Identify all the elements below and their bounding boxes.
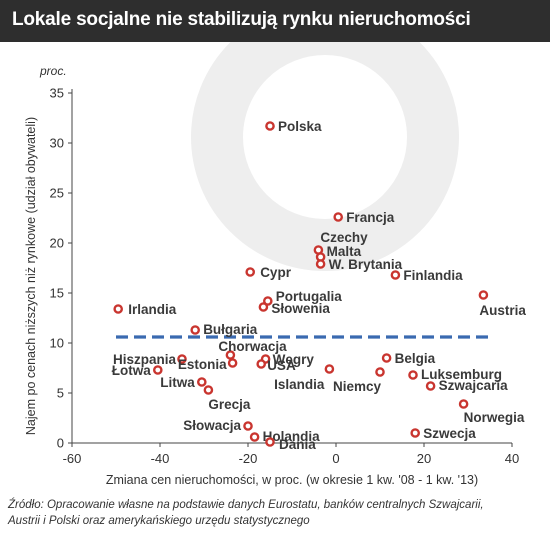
watermark-logo	[191, 42, 459, 271]
point-label-hiszpania: Hiszpania	[113, 352, 177, 367]
point-marker-estonia	[227, 358, 238, 368]
source-line-1: Źródło: Opracowanie własne na podstawie …	[8, 499, 484, 511]
point-marker-szwecja	[410, 428, 421, 438]
point-label-malta: Malta	[327, 244, 362, 259]
point-marker-słowenia	[258, 302, 269, 312]
point-marker-grecja	[203, 385, 214, 395]
point-marker-w-brytania	[315, 259, 326, 269]
point-marker-chorwacja	[225, 350, 236, 360]
point-label-islandia: Islandia	[274, 377, 325, 392]
point-label-łotwa: Łotwa	[112, 363, 151, 378]
point-label-luksemburg: Luksemburg	[421, 367, 502, 382]
point-label-portugalia: Portugalia	[276, 289, 343, 304]
point-marker-niemcy	[375, 367, 385, 377]
y-tick-label: 20	[50, 236, 64, 251]
point-marker-szwajcaria	[425, 381, 436, 391]
y-tick-label: 35	[50, 86, 64, 101]
point-label-irlandia: Irlandia	[128, 302, 177, 317]
point-label-cypr: Cypr	[260, 265, 292, 280]
x-axis-title: Zmiana cen nieruchomości, w proc. (w okr…	[106, 473, 478, 487]
point-marker-belgia	[381, 353, 392, 363]
point-label-szwecja: Szwecja	[423, 426, 476, 441]
y-tick-label: 10	[50, 336, 64, 351]
x-tick-label: 40	[505, 451, 519, 466]
point-marker-finlandia	[390, 270, 401, 280]
point-marker-islandia	[324, 364, 335, 374]
point-marker-usa	[256, 359, 267, 369]
y-tick-label: 15	[50, 286, 64, 301]
chart-title: Lokale socjalne nie stabilizują rynku ni…	[12, 9, 471, 30]
point-marker-holandia	[249, 432, 260, 442]
y-tick-label: 25	[50, 186, 64, 201]
x-tick-label: -20	[239, 451, 258, 466]
point-label-holandia: Holandia	[263, 429, 320, 444]
point-label-dania: Dania	[279, 437, 316, 452]
y-tick-label: 0	[57, 436, 64, 451]
point-label-francja: Francja	[346, 210, 395, 225]
source-line-2: Austrii i Polski oraz amerykańskiego urz…	[8, 515, 310, 527]
point-marker-irlandia	[113, 304, 123, 314]
point-label-w-brytania: W. Brytania	[329, 257, 403, 272]
point-marker-dania	[265, 437, 275, 447]
x-tick-label: -60	[63, 451, 82, 466]
y-axis-title: Najem po cenach niższych niż rynkowe (ud…	[24, 117, 38, 435]
scatter-chart: 0 5 10 15 20 25 30 35 -60 -40 -20 0 20 40 Polska Franc…	[24, 42, 527, 487]
point-label-austria: Austria	[479, 303, 526, 318]
point-label-litwa: Litwa	[160, 375, 195, 390]
x-tick-label: -40	[151, 451, 170, 466]
point-label-grecja: Grecja	[208, 397, 251, 412]
point-label-usa: USA	[267, 358, 296, 373]
point-marker-polska	[265, 121, 275, 131]
point-marker-francja	[333, 212, 344, 222]
point-marker-norwegia	[458, 399, 469, 409]
x-tick-label: 20	[417, 451, 431, 466]
point-label-czechy: Czechy	[320, 230, 368, 245]
point-marker-hiszpania	[177, 354, 187, 364]
point-label-norwegia: Norwegia	[464, 410, 525, 425]
point-marker-portugalia	[262, 296, 273, 306]
point-label-słowenia: Słowenia	[271, 301, 330, 316]
point-label-słowacja: Słowacja	[183, 418, 241, 433]
point-label-węgry: Węgry	[273, 352, 315, 367]
point-marker-austria	[478, 290, 489, 300]
point-marker-łotwa	[152, 365, 163, 375]
y-tick-label: 5	[57, 386, 64, 401]
point-label-bułgaria: Bułgaria	[203, 322, 258, 337]
point-label-estonia: Estonia	[178, 357, 227, 372]
source-note: Źródło: Opracowanie własne na podstawie …	[8, 497, 538, 529]
point-label-szwajcaria: Szwajcaria	[439, 378, 509, 393]
x-tick-label: 0	[332, 451, 339, 466]
point-label-chorwacja: Chorwacja	[218, 339, 287, 354]
point-label-polska: Polska	[278, 119, 322, 134]
title-bar: Lokale socjalne nie stabilizują rynku ni…	[0, 0, 550, 42]
point-marker-luksemburg	[408, 370, 418, 380]
point-marker-cypr	[245, 267, 255, 277]
point-label-finlandia: Finlandia	[403, 268, 463, 283]
y-unit-label: proc.	[39, 64, 67, 78]
point-label-niemcy: Niemcy	[333, 379, 382, 394]
point-marker-słowacja	[243, 421, 253, 431]
point-marker-bułgaria	[190, 325, 200, 335]
axis-labels: proc. Zmiana cen nieruchomości, w proc. (…	[24, 64, 478, 487]
axes: 0 5 10 15 20 25 30 35 -60 -40 -20 0 20 40	[50, 86, 520, 467]
point-marker-litwa	[196, 377, 207, 387]
point-label-belgia: Belgia	[395, 351, 436, 366]
y-tick-label: 30	[50, 136, 64, 151]
